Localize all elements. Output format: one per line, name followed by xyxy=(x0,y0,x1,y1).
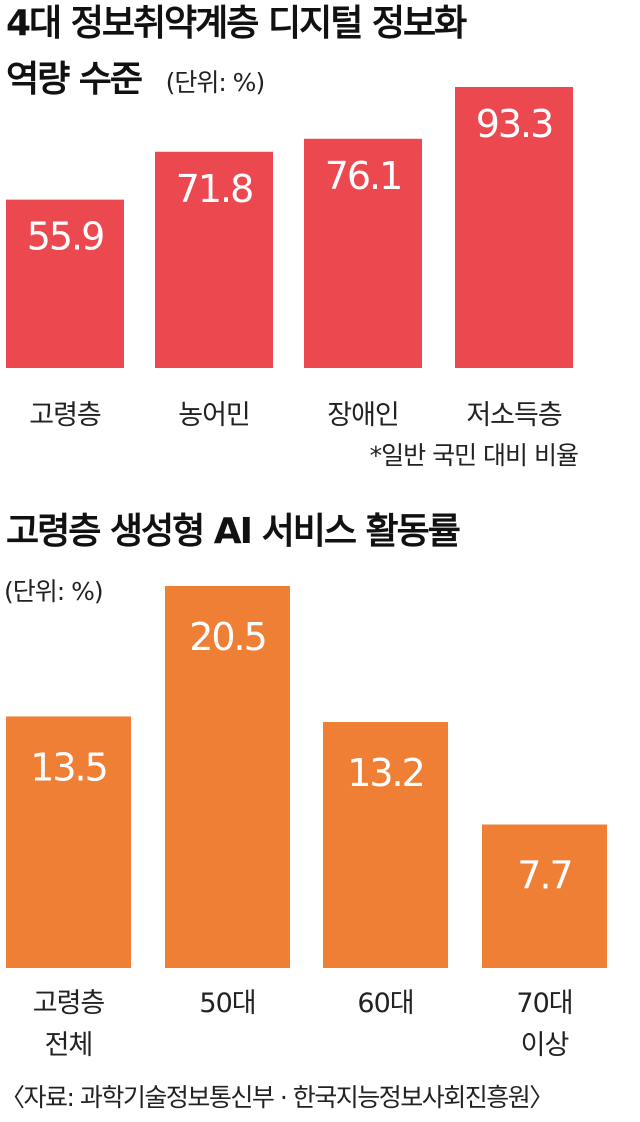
source-credit: 〈자료: 과학기술정보통신부 · 한국지능정보사회진흥원〉 xyxy=(0,1083,554,1112)
chart2-title: 고령층 생성형 AI 서비스 활동률 xyxy=(6,511,461,552)
chart1-bar-1 xyxy=(6,199,124,368)
chart1-value-label-2: 71.8 xyxy=(176,167,253,211)
chart2-category-label-4-line-2: 이상 xyxy=(521,1030,569,1061)
chart2-category-label-1-line-2: 전체 xyxy=(45,1030,93,1061)
chart1-title-line1: 4대 정보취약계층 디지털 정보화 xyxy=(6,3,467,44)
chart1-category-label-3: 장애인 xyxy=(327,400,399,431)
chart1-value-label-1: 55.9 xyxy=(27,215,104,259)
chart2-category-label-2: 50대 xyxy=(199,988,255,1019)
chart2-unit: (단위: %) xyxy=(4,577,104,606)
chart2-category-label-4-line-1: 70대 xyxy=(516,988,572,1019)
chart2-bar-1 xyxy=(6,716,131,968)
chart2-bar-4 xyxy=(482,824,607,968)
chart2-category-label-3: 60대 xyxy=(357,988,413,1019)
chart1-bar-4 xyxy=(455,87,573,368)
chart1-plot: 55.9 고령층 71.8 농어민 76.1 장애인 93.3 저소득층 xyxy=(6,87,573,431)
chart1-category-label-1: 고령층 xyxy=(29,400,101,431)
chart2-category-label-1-line-1: 고령층 xyxy=(33,988,105,1019)
chart2-bar-2 xyxy=(165,586,290,968)
chart1-category-label-4: 저소득층 xyxy=(466,400,562,431)
chart1-value-label-3: 76.1 xyxy=(325,154,402,198)
chart1-unit: (단위: %) xyxy=(165,68,266,97)
chart1-title-line2-row: 역량 수준 (단위: %) xyxy=(6,58,266,105)
chart1-value-label-4: 93.3 xyxy=(476,102,553,146)
chart1-title-line2: 역량 수준 xyxy=(6,59,143,100)
chart1-bar-2 xyxy=(155,151,273,368)
chart2-value-label-4: 7.7 xyxy=(517,854,571,898)
chart1-category-label-2: 농어민 xyxy=(178,400,250,431)
chart2-value-label-3: 13.2 xyxy=(347,751,424,795)
chart2-bar-3 xyxy=(323,722,448,968)
chart1-note: *일반 국민 대비 비율 xyxy=(369,441,579,470)
chart1-bar-3 xyxy=(304,138,422,368)
chart2-value-label-2: 20.5 xyxy=(189,615,266,659)
chart2-value-label-1: 13.5 xyxy=(30,745,107,789)
